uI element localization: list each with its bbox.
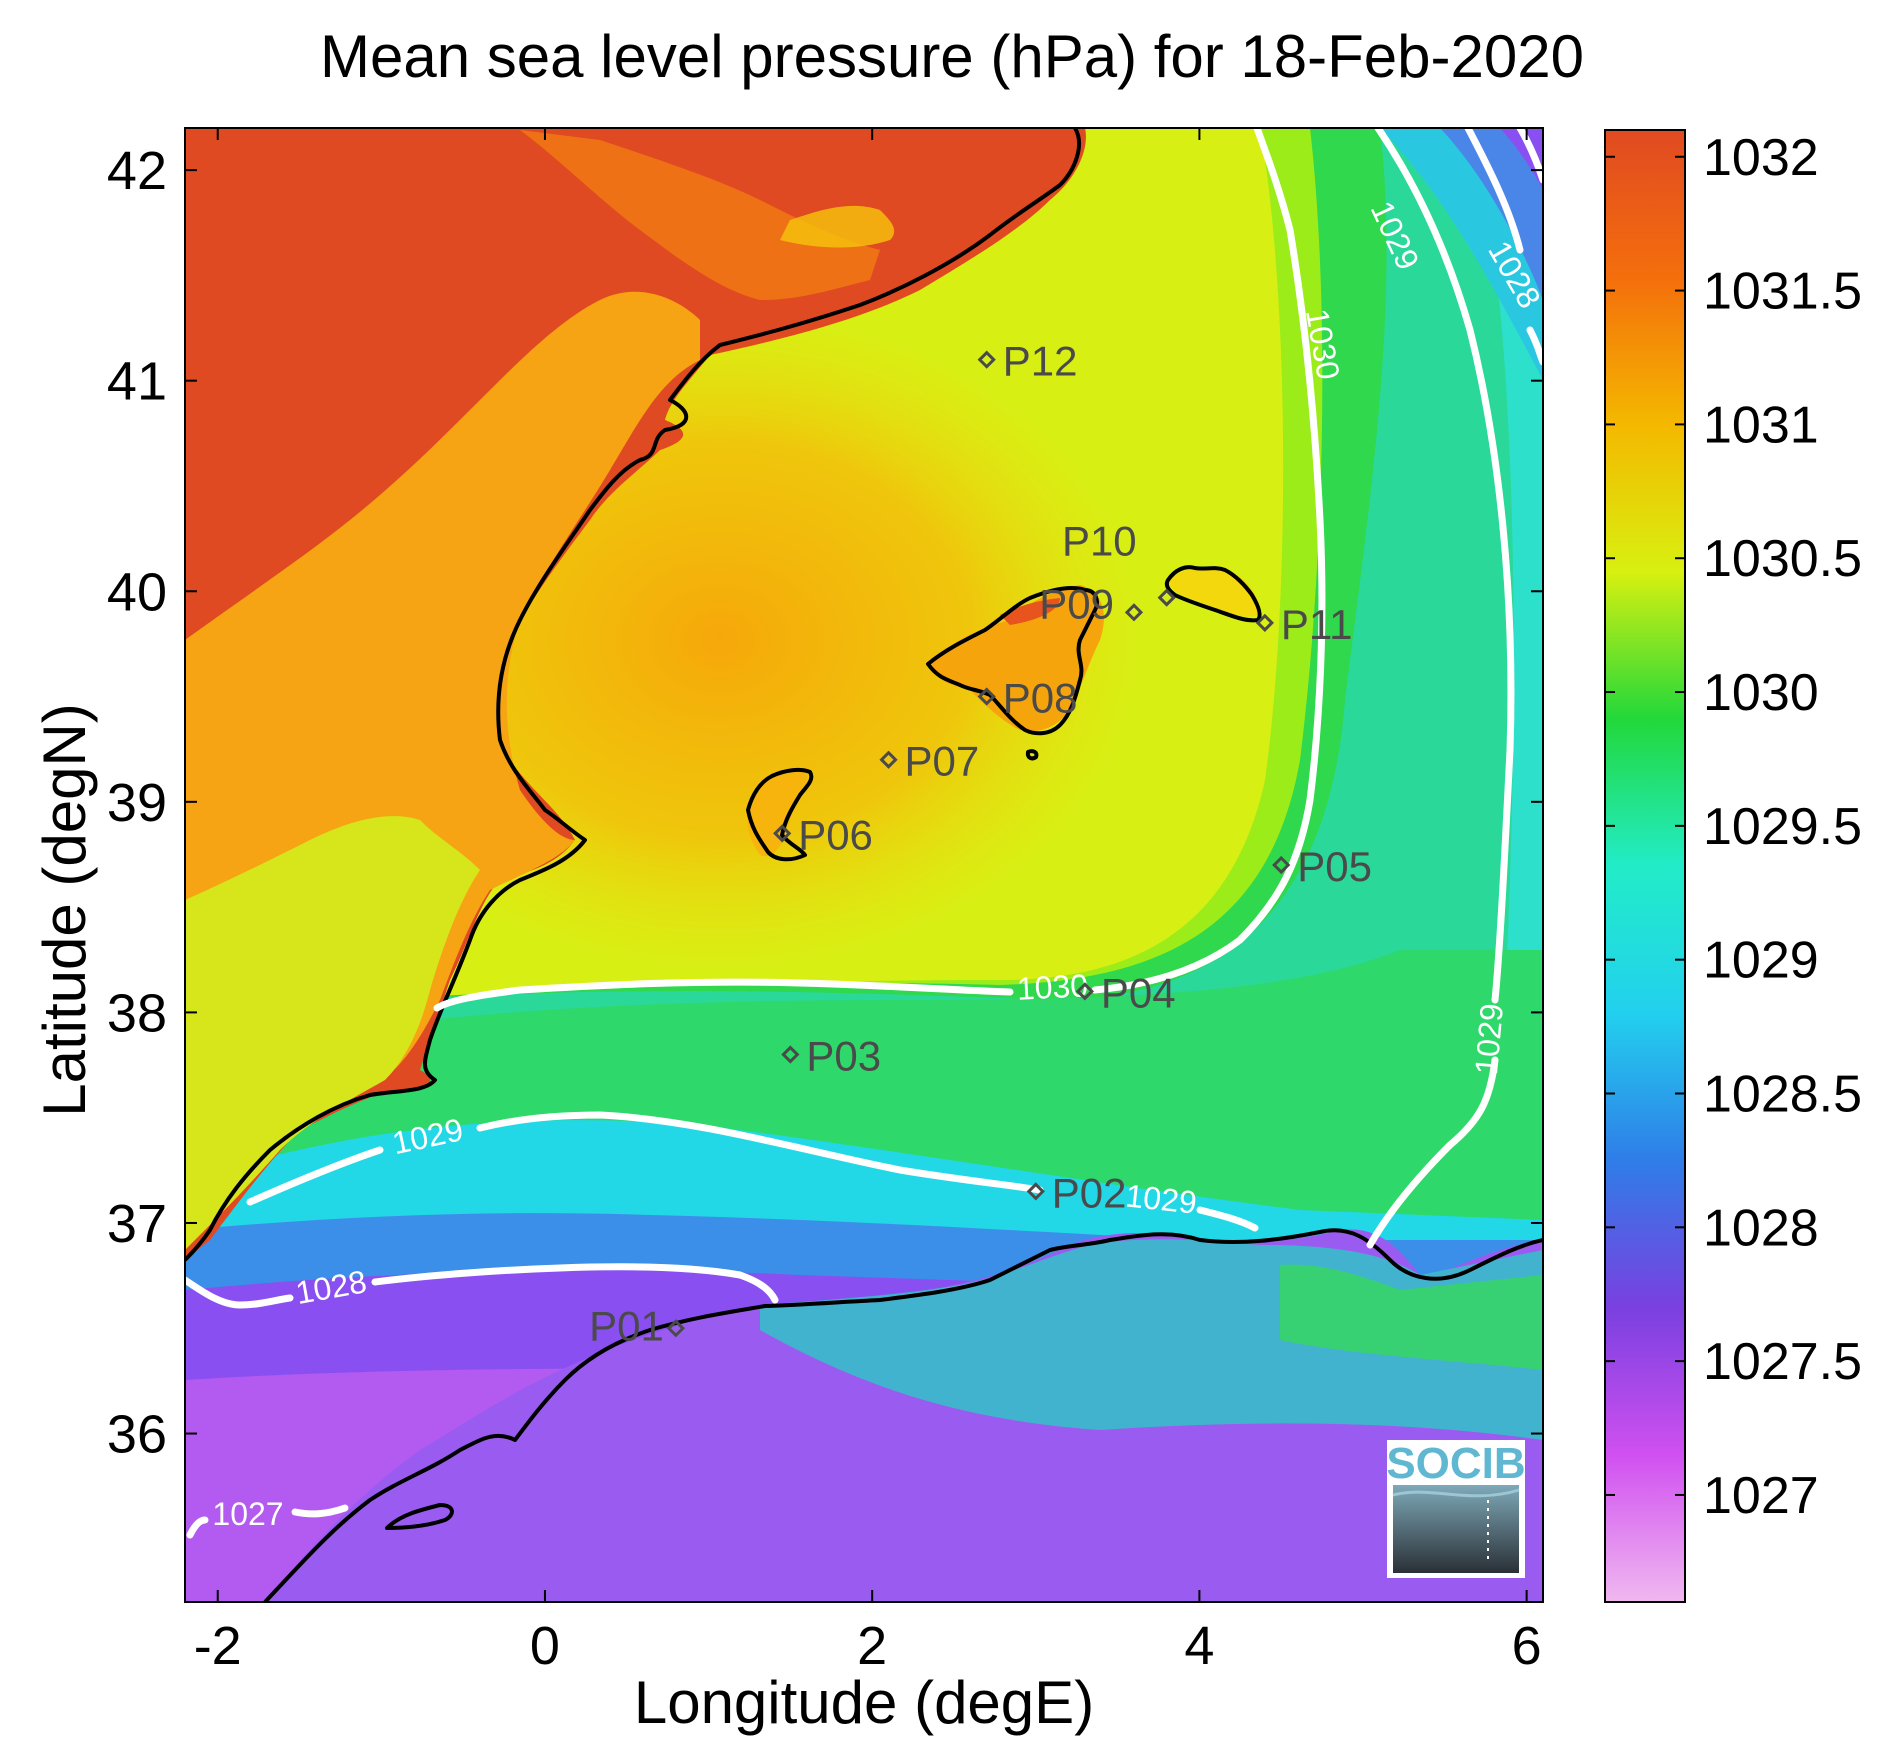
y-tick-label: 42	[107, 141, 167, 201]
colorbar: 1027 1027.5 1028 1028.5 1029 1029.5 1030 1030.5…	[1604, 129, 1862, 1603]
y-tick-label: 41	[107, 352, 167, 412]
x-tick-label: 0	[530, 1616, 560, 1676]
station-label: P09	[1039, 580, 1114, 627]
y-tick-label: 38	[107, 983, 167, 1043]
colorbar-tick-label: 1027	[1703, 1467, 1819, 1525]
station-marker	[781, 1045, 800, 1064]
colorbar-tick-label: 1031.5	[1703, 263, 1862, 321]
x-tick-label: 6	[1512, 1616, 1542, 1676]
y-axis-ticks: 36 37 38 39 40 41 42	[107, 141, 1543, 1465]
station-label: P03	[806, 1033, 881, 1080]
colorbar-tick-label: 1030.5	[1703, 530, 1862, 588]
isobar-label: 1030	[1016, 967, 1089, 1007]
coastlines	[185, 128, 1543, 1602]
station-marker	[1255, 613, 1274, 632]
station-label: P12	[1003, 338, 1078, 385]
station-marker	[1272, 855, 1291, 875]
station-marker	[1026, 1182, 1045, 1201]
colorbar-tick-label: 1029.5	[1703, 798, 1862, 856]
station-label: P10	[1062, 518, 1137, 565]
x-axis-label: Longitude (degE)	[633, 1669, 1095, 1736]
isobar-label: 1027	[212, 1496, 283, 1532]
x-axis-ticks: -2 0 2 4 6	[194, 128, 1542, 1676]
station-label: P04	[1101, 969, 1176, 1016]
station-label: P07	[905, 738, 980, 785]
x-tick-label: 2	[857, 1616, 887, 1676]
y-tick-label: 36	[107, 1405, 167, 1465]
colorbar-tick-label: 1029	[1703, 932, 1819, 990]
station-label: P08	[1003, 675, 1078, 722]
colorbar-gradient	[1604, 129, 1686, 1603]
logo-text: SOCIB	[1386, 1439, 1525, 1488]
socib-logo: SOCIB	[1386, 1439, 1526, 1578]
station-marker	[977, 687, 996, 706]
x-tick-label: 4	[1184, 1616, 1214, 1676]
station-marker	[1075, 982, 1095, 1001]
station-label: P02	[1052, 1169, 1127, 1216]
y-tick-label: 37	[107, 1194, 167, 1254]
colorbar-ticks: 1027 1027.5 1028 1028.5 1029 1029.5 1030 1030.5…	[1605, 129, 1862, 1525]
colorbar-tick-label: 1028.5	[1703, 1065, 1862, 1123]
map-frame	[184, 127, 1544, 1603]
station-label: P06	[798, 811, 873, 858]
station-marker	[1157, 588, 1176, 607]
colorbar-tick-label: 1032	[1703, 129, 1819, 187]
station-markers: P01 P02 P03 P04 P05 P06 P07 P08 P09 P10 P11 P12	[589, 338, 1372, 1350]
station-marker	[977, 350, 996, 369]
map-title: Mean sea level pressure (hPa) for 18-Feb…	[320, 23, 1584, 90]
y-tick-label: 40	[107, 562, 167, 622]
station-label: P01	[589, 1302, 664, 1349]
station-marker	[879, 750, 898, 769]
pressure-field	[185, 128, 1543, 1602]
isobars	[185, 128, 1543, 1539]
y-axis-label: Latitude (degN)	[31, 703, 98, 1117]
colorbar-tick-label: 1027.5	[1703, 1333, 1862, 1391]
station-label: P05	[1297, 843, 1372, 890]
station-marker	[1124, 603, 1144, 622]
y-tick-label: 39	[107, 773, 167, 833]
colorbar-tick-label: 1028	[1703, 1199, 1819, 1257]
x-tick-label: -2	[194, 1616, 242, 1676]
station-marker	[773, 824, 792, 843]
station-marker	[666, 1319, 685, 1338]
colorbar-tick-label: 1030	[1703, 664, 1819, 722]
colorbar-tick-label: 1031	[1703, 396, 1819, 454]
station-label: P11	[1281, 601, 1353, 648]
isobar-label: 1029	[1124, 1177, 1199, 1220]
isobar-label: 1029	[1468, 1002, 1510, 1076]
